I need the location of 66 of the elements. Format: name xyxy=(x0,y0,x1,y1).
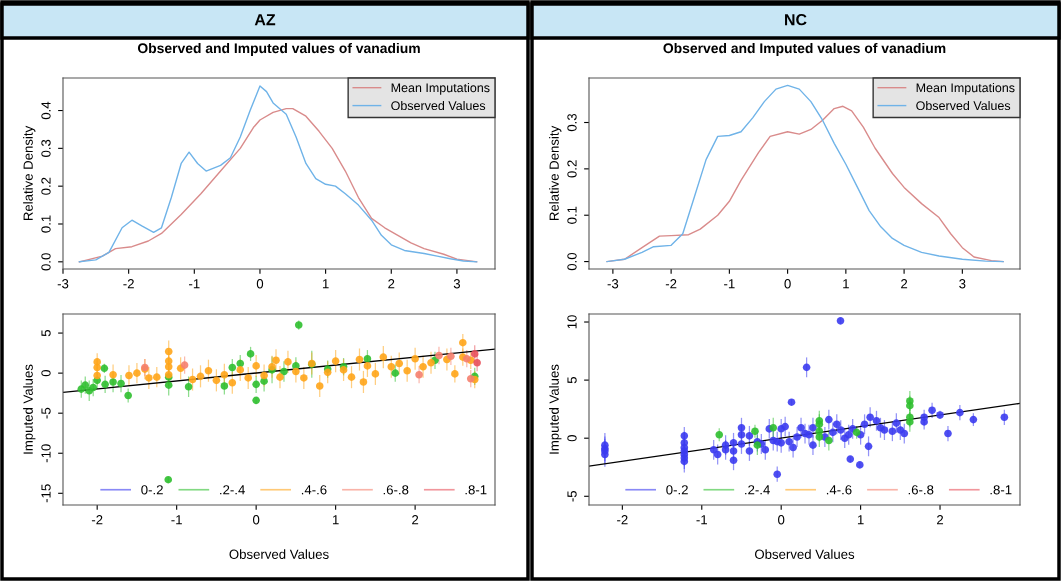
y-tick-label: 5 xyxy=(567,376,577,384)
x-tick-label: -1 xyxy=(696,515,707,525)
x-tick-label: 1 xyxy=(843,279,849,289)
x-tick-label: 0 xyxy=(784,279,791,289)
x-tick-label: 0 xyxy=(778,515,785,525)
legend-label: Observed Values xyxy=(916,100,1011,111)
y-axis-title: Relative Density xyxy=(23,125,36,221)
y-tick-label: 0.4 xyxy=(41,101,51,120)
x-tick-label: 2 xyxy=(901,279,908,289)
y-tick-label: -5 xyxy=(567,490,577,502)
chart-title: AZ xyxy=(254,14,276,26)
y-tick-label: 0.0 xyxy=(41,253,51,271)
x-tick-label: 3 xyxy=(959,279,966,289)
x-tick-label: -1 xyxy=(189,279,200,289)
y-tick-label: -15 xyxy=(41,484,51,503)
legend-label: .8-1 xyxy=(465,485,487,495)
y-tick-label: 0 xyxy=(41,369,51,377)
legend-label: Observed Values xyxy=(391,100,486,111)
x-tick-label: -3 xyxy=(607,279,619,289)
y-tick-label: -5 xyxy=(41,407,51,419)
y-axis-title: Imputed Values xyxy=(549,364,562,454)
x-axis-title: Observed Values xyxy=(755,549,855,559)
chart-subtitle: Observed and Imputed values of vanadium xyxy=(137,42,420,56)
y-tick-label: 0.3 xyxy=(567,113,577,132)
x-axis-title: Observed Values xyxy=(229,549,329,559)
x-tick-label: -3 xyxy=(57,279,69,289)
legend-label: 0-.2 xyxy=(141,485,163,495)
y-tick-label: 0.1 xyxy=(567,206,577,224)
y-tick-label: 0.2 xyxy=(567,160,577,178)
y-tick-label: 0 xyxy=(567,435,577,442)
x-tick-label: 1 xyxy=(857,515,864,525)
chart-subtitle: Observed and Imputed values of vanadium xyxy=(663,42,946,56)
legend-label: Mean Imputations xyxy=(916,83,1015,95)
legend-label: 0-.2 xyxy=(666,485,688,495)
legend-label: .2-.4 xyxy=(745,485,770,495)
x-tick-label: -1 xyxy=(171,515,182,525)
x-tick-label: 1 xyxy=(332,515,339,525)
y-axis-title: Imputed Values xyxy=(23,364,36,454)
legend-label: .2-.4 xyxy=(220,485,245,495)
y-tick-label: 10 xyxy=(567,315,577,329)
y-tick-label: -10 xyxy=(41,444,51,463)
x-tick-label: 0 xyxy=(256,279,264,289)
x-tick-label: -2 xyxy=(617,515,628,525)
y-axis-title: Relative Density xyxy=(549,125,562,221)
legend-label: .4-.6 xyxy=(826,485,852,495)
x-tick-label: -2 xyxy=(123,279,134,289)
legend-label: .6-.8 xyxy=(908,485,934,495)
x-tick-label: -2 xyxy=(91,515,103,525)
chart-title: NC xyxy=(785,13,807,26)
x-tick-label: 0 xyxy=(252,515,260,525)
y-tick-label: 5 xyxy=(41,329,51,337)
y-tick-label: 0.2 xyxy=(41,177,51,195)
x-tick-label: 3 xyxy=(453,279,461,289)
x-tick-label: 2 xyxy=(412,515,419,525)
x-tick-label: 1 xyxy=(322,279,329,289)
x-tick-label: -1 xyxy=(724,279,735,289)
y-tick-label: 0.3 xyxy=(41,139,51,157)
legend-label: .6-.8 xyxy=(383,485,409,495)
x-tick-label: 2 xyxy=(937,515,944,525)
legend-label: .4-.6 xyxy=(301,485,327,495)
y-tick-label: 0.0 xyxy=(567,252,577,271)
y-tick-label: 0.1 xyxy=(41,215,51,233)
x-tick-label: -2 xyxy=(665,279,677,289)
legend-label: .8-1 xyxy=(990,485,1012,495)
legend-label: Mean Imputations xyxy=(391,83,490,95)
x-tick-label: 2 xyxy=(388,279,395,289)
